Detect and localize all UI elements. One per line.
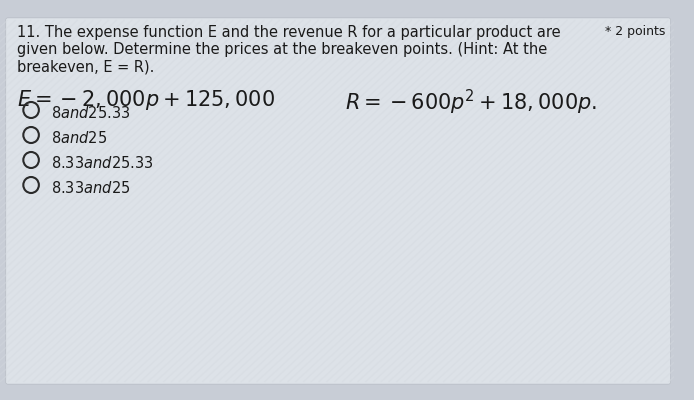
Text: given below. Determine the prices at the breakeven points. (Hint: At the: given below. Determine the prices at the…	[17, 42, 548, 57]
Text: * 2 points: * 2 points	[605, 25, 666, 38]
Text: $8.33 and $25.33: $8.33 and $25.33	[51, 155, 153, 171]
Text: 11. The expense function E and the revenue R for a particular product are: 11. The expense function E and the reven…	[17, 25, 561, 40]
Text: breakeven, E = R).: breakeven, E = R).	[17, 59, 155, 74]
Text: $R=-600p^2+18,000p.$: $R=-600p^2+18,000p.$	[345, 88, 597, 117]
Text: $8 and $25: $8 and $25	[51, 130, 107, 146]
FancyBboxPatch shape	[6, 18, 670, 384]
Text: $8.33 and $25: $8.33 and $25	[51, 180, 130, 196]
FancyBboxPatch shape	[6, 18, 670, 384]
Text: $8 and $25.33: $8 and $25.33	[51, 105, 130, 121]
Text: $E=-2,000p+125,000$: $E=-2,000p+125,000$	[17, 88, 276, 112]
